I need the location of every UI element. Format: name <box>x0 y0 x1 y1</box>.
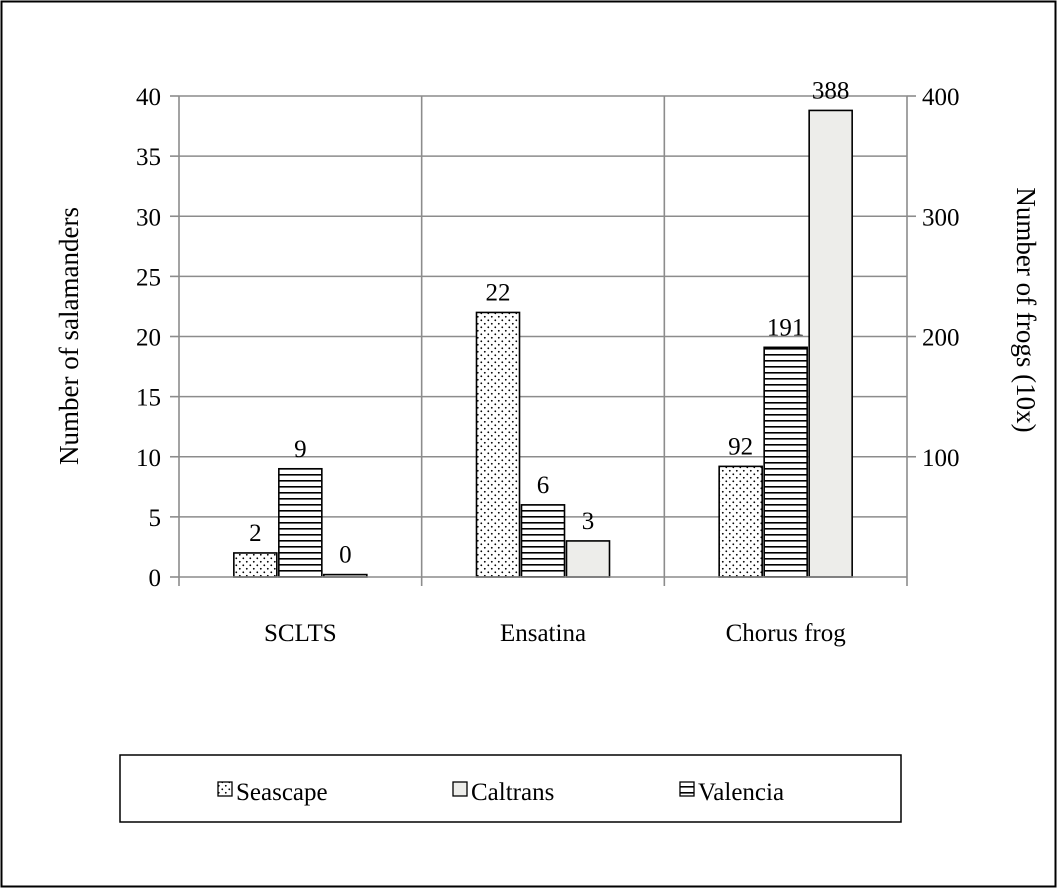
axes-group <box>170 95 916 586</box>
data-label: 92 <box>728 433 753 460</box>
x-tick-label: Chorus frog <box>726 620 847 647</box>
legend-swatch-valencia <box>679 781 695 797</box>
data-label: 388 <box>812 77 850 104</box>
y-axis-left-title: Number of salamanders <box>54 207 84 465</box>
y-axis-right-title: Number of frogs (10x) <box>1011 187 1041 432</box>
data-labels-group: 2 9 0 22 6 3 92 191 388 <box>249 77 849 568</box>
x-tick-label: SCLTS <box>264 620 337 647</box>
bar-seascape-ensatina <box>475 311 521 578</box>
y-right-tick-label: 400 <box>922 84 960 111</box>
bar-seascape-sclts <box>233 552 278 578</box>
data-label: 0 <box>339 542 352 569</box>
bar-seascape-chorus-frog <box>718 465 763 578</box>
legend-label-seascape: Seascape <box>236 779 328 806</box>
y-left-tick-label: 0 <box>149 565 162 592</box>
y-left-tick-label: 30 <box>136 204 161 231</box>
y-right-tick-label: 100 <box>922 445 960 472</box>
legend-box <box>119 754 902 823</box>
y-left-tick-label: 10 <box>136 445 161 472</box>
y-left-tick-label: 25 <box>136 264 161 291</box>
y-left-tick-label: 20 <box>136 325 161 352</box>
data-label: 9 <box>294 436 307 463</box>
x-tick-label: Ensatina <box>500 620 586 647</box>
data-label: 3 <box>582 508 595 535</box>
legend: Seascape Caltrans Valencia <box>119 754 902 823</box>
data-label: 2 <box>249 520 262 547</box>
y-right-tick-label: 300 <box>922 204 960 231</box>
bar-caltrans-ensatina <box>565 540 611 578</box>
y-left-tick-label: 15 <box>136 385 161 412</box>
bar-valencia-sclts <box>278 467 323 578</box>
data-label: 191 <box>767 314 805 341</box>
bar-valencia-chorus-frog <box>763 346 808 578</box>
bar-valencia-ensatina <box>520 504 566 578</box>
y-left-tick-label: 5 <box>149 505 162 532</box>
legend-swatch-seascape <box>217 781 233 797</box>
legend-swatch-caltrans <box>452 781 468 797</box>
data-label: 6 <box>537 472 550 499</box>
legend-label-valencia: Valencia <box>698 779 784 806</box>
y-right-tick-label: 200 <box>922 325 960 352</box>
bar-caltrans-chorus-frog <box>808 109 853 578</box>
y-left-tick-label: 35 <box>136 144 161 171</box>
legend-label-caltrans: Caltrans <box>471 779 554 806</box>
y-left-tick-label: 40 <box>136 84 161 111</box>
data-label: 22 <box>486 279 511 306</box>
